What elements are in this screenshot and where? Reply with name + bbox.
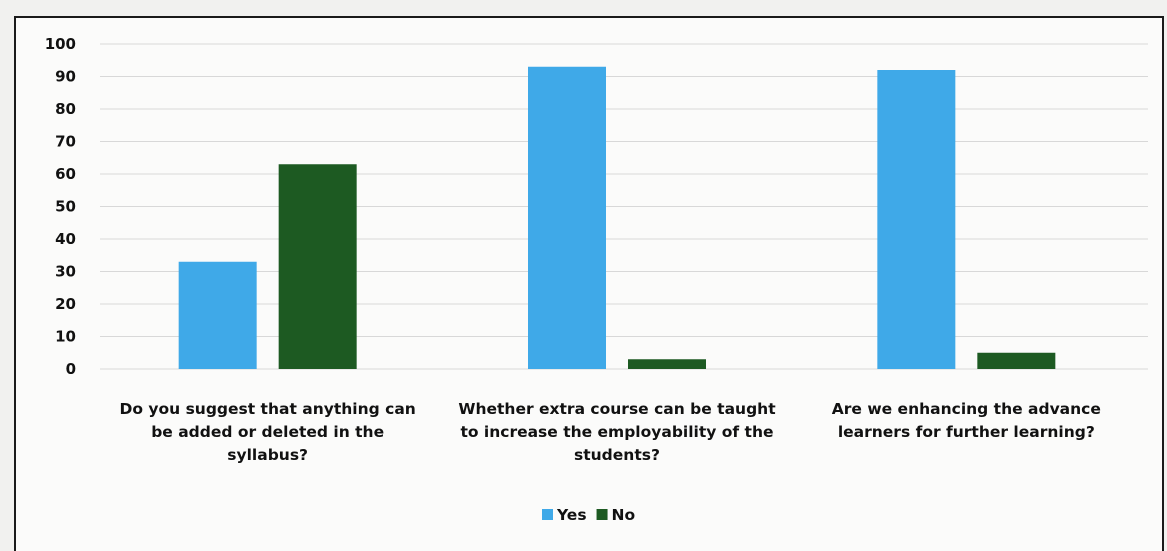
y-axis-ticks: 0 10 20 30 40 50 60 70 80 90 100 bbox=[45, 35, 76, 378]
y-tick-label: 40 bbox=[55, 230, 76, 248]
bar-yes-3 bbox=[877, 70, 956, 369]
y-tick-label: 100 bbox=[45, 35, 76, 53]
bars bbox=[178, 66, 1056, 369]
y-tick-label: 30 bbox=[55, 263, 76, 281]
bar-yes-2 bbox=[528, 66, 606, 369]
legend-swatch-no bbox=[596, 509, 608, 520]
category-label: students? bbox=[574, 446, 660, 464]
y-tick-label: 60 bbox=[55, 165, 76, 183]
y-tick-label: 70 bbox=[55, 133, 76, 151]
category-label: syllabus? bbox=[227, 446, 308, 464]
legend-swatch-yes bbox=[542, 509, 553, 520]
y-tick-label: 90 bbox=[55, 68, 76, 86]
category-label: learners for further learning? bbox=[838, 423, 1095, 441]
category-label: to increase the employability of the bbox=[460, 423, 773, 441]
category-label: Are we enhancing the advance bbox=[832, 400, 1101, 418]
bar-no-2 bbox=[628, 359, 706, 369]
legend: Yes No bbox=[542, 506, 635, 524]
legend-label-yes: Yes bbox=[556, 506, 587, 524]
category-label: be added or deleted in the bbox=[151, 423, 384, 441]
x-axis-categories: Do you suggest that anything can be added… bbox=[119, 400, 1100, 464]
gridlines bbox=[100, 43, 1148, 370]
y-tick-label: 0 bbox=[66, 360, 76, 378]
category-label: Do you suggest that anything can bbox=[119, 400, 415, 418]
category-label: Whether extra course can be taught bbox=[458, 400, 776, 418]
bar-no-1 bbox=[278, 164, 357, 369]
y-tick-label: 50 bbox=[55, 198, 76, 216]
y-tick-label: 20 bbox=[55, 295, 76, 313]
y-tick-label: 10 bbox=[55, 328, 76, 346]
bar-yes-1 bbox=[178, 261, 257, 369]
bar-no-3 bbox=[977, 352, 1056, 369]
y-tick-label: 80 bbox=[55, 100, 76, 118]
legend-label-no: No bbox=[612, 506, 636, 524]
